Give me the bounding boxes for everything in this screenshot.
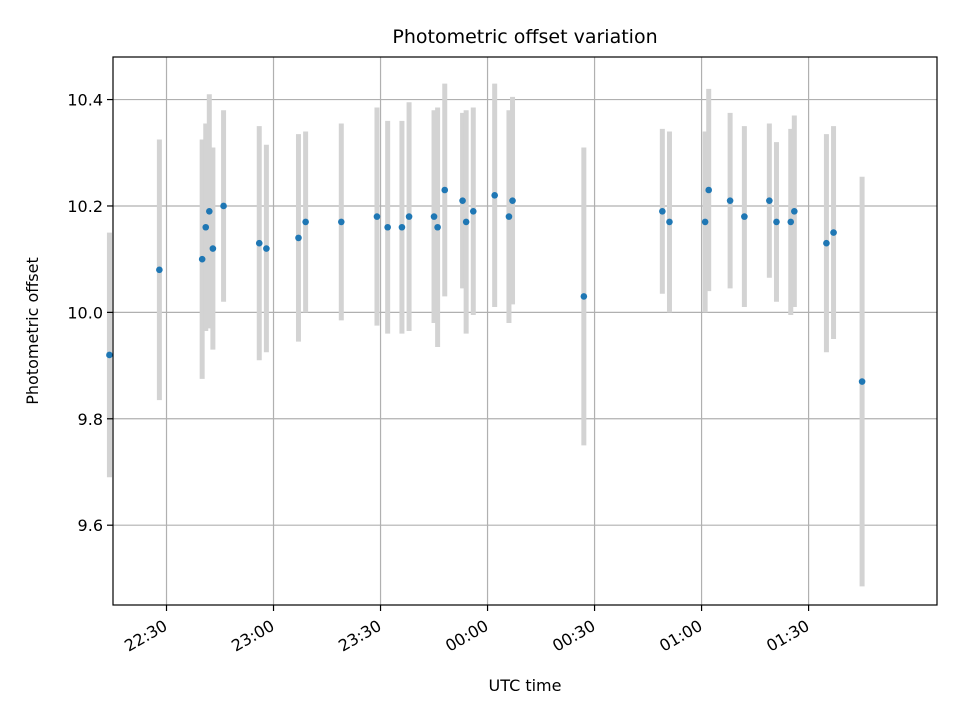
data-point [505,213,513,220]
data-point [206,207,213,215]
x-axis-title: UTC time [489,676,562,695]
data-point [337,218,345,226]
data-point [462,218,470,226]
data-point [858,378,866,385]
data-point [263,245,270,252]
grid [113,57,937,605]
chart-title: Photometric offset variation [392,26,657,48]
y-tick-label: 9.6 [78,516,103,535]
data-point [430,213,438,220]
data-point [373,213,381,220]
data-point [398,223,406,231]
y-tick-label: 10.0 [67,303,103,322]
data-point [787,218,795,226]
data-point [469,207,477,215]
data-point [198,255,206,263]
data-point [726,197,734,204]
data-point [220,202,227,210]
data-point [823,239,830,247]
data-point [666,218,673,226]
y-axis-ticks: 9.6 9.8 10.0 10.2 10.4 [67,91,113,535]
data-point [773,218,780,226]
data-point [384,223,391,231]
data-point [766,197,773,204]
y-axis-title: Photometric offset [23,257,42,405]
data-point [580,293,588,300]
data-point [705,186,713,194]
data-point [659,207,666,215]
plot-area-frame [112,56,938,606]
data-point [156,266,163,274]
data-point [441,186,449,194]
data-points [106,186,866,385]
data-point [302,218,309,226]
data-point [202,223,210,231]
data-point [701,218,709,226]
data-point [106,351,113,359]
data-point [509,197,516,204]
data-point [434,223,441,231]
data-point [741,213,748,220]
y-tick-label: 9.8 [78,410,103,429]
data-point [459,197,466,204]
data-point [295,234,302,242]
data-point [491,192,498,199]
y-tick-label: 10.2 [67,197,103,216]
data-point [209,245,217,252]
data-point [791,207,798,215]
y-tick-label: 10.4 [67,91,103,110]
data-point [255,239,263,247]
data-point [405,213,413,220]
data-point [830,229,837,236]
